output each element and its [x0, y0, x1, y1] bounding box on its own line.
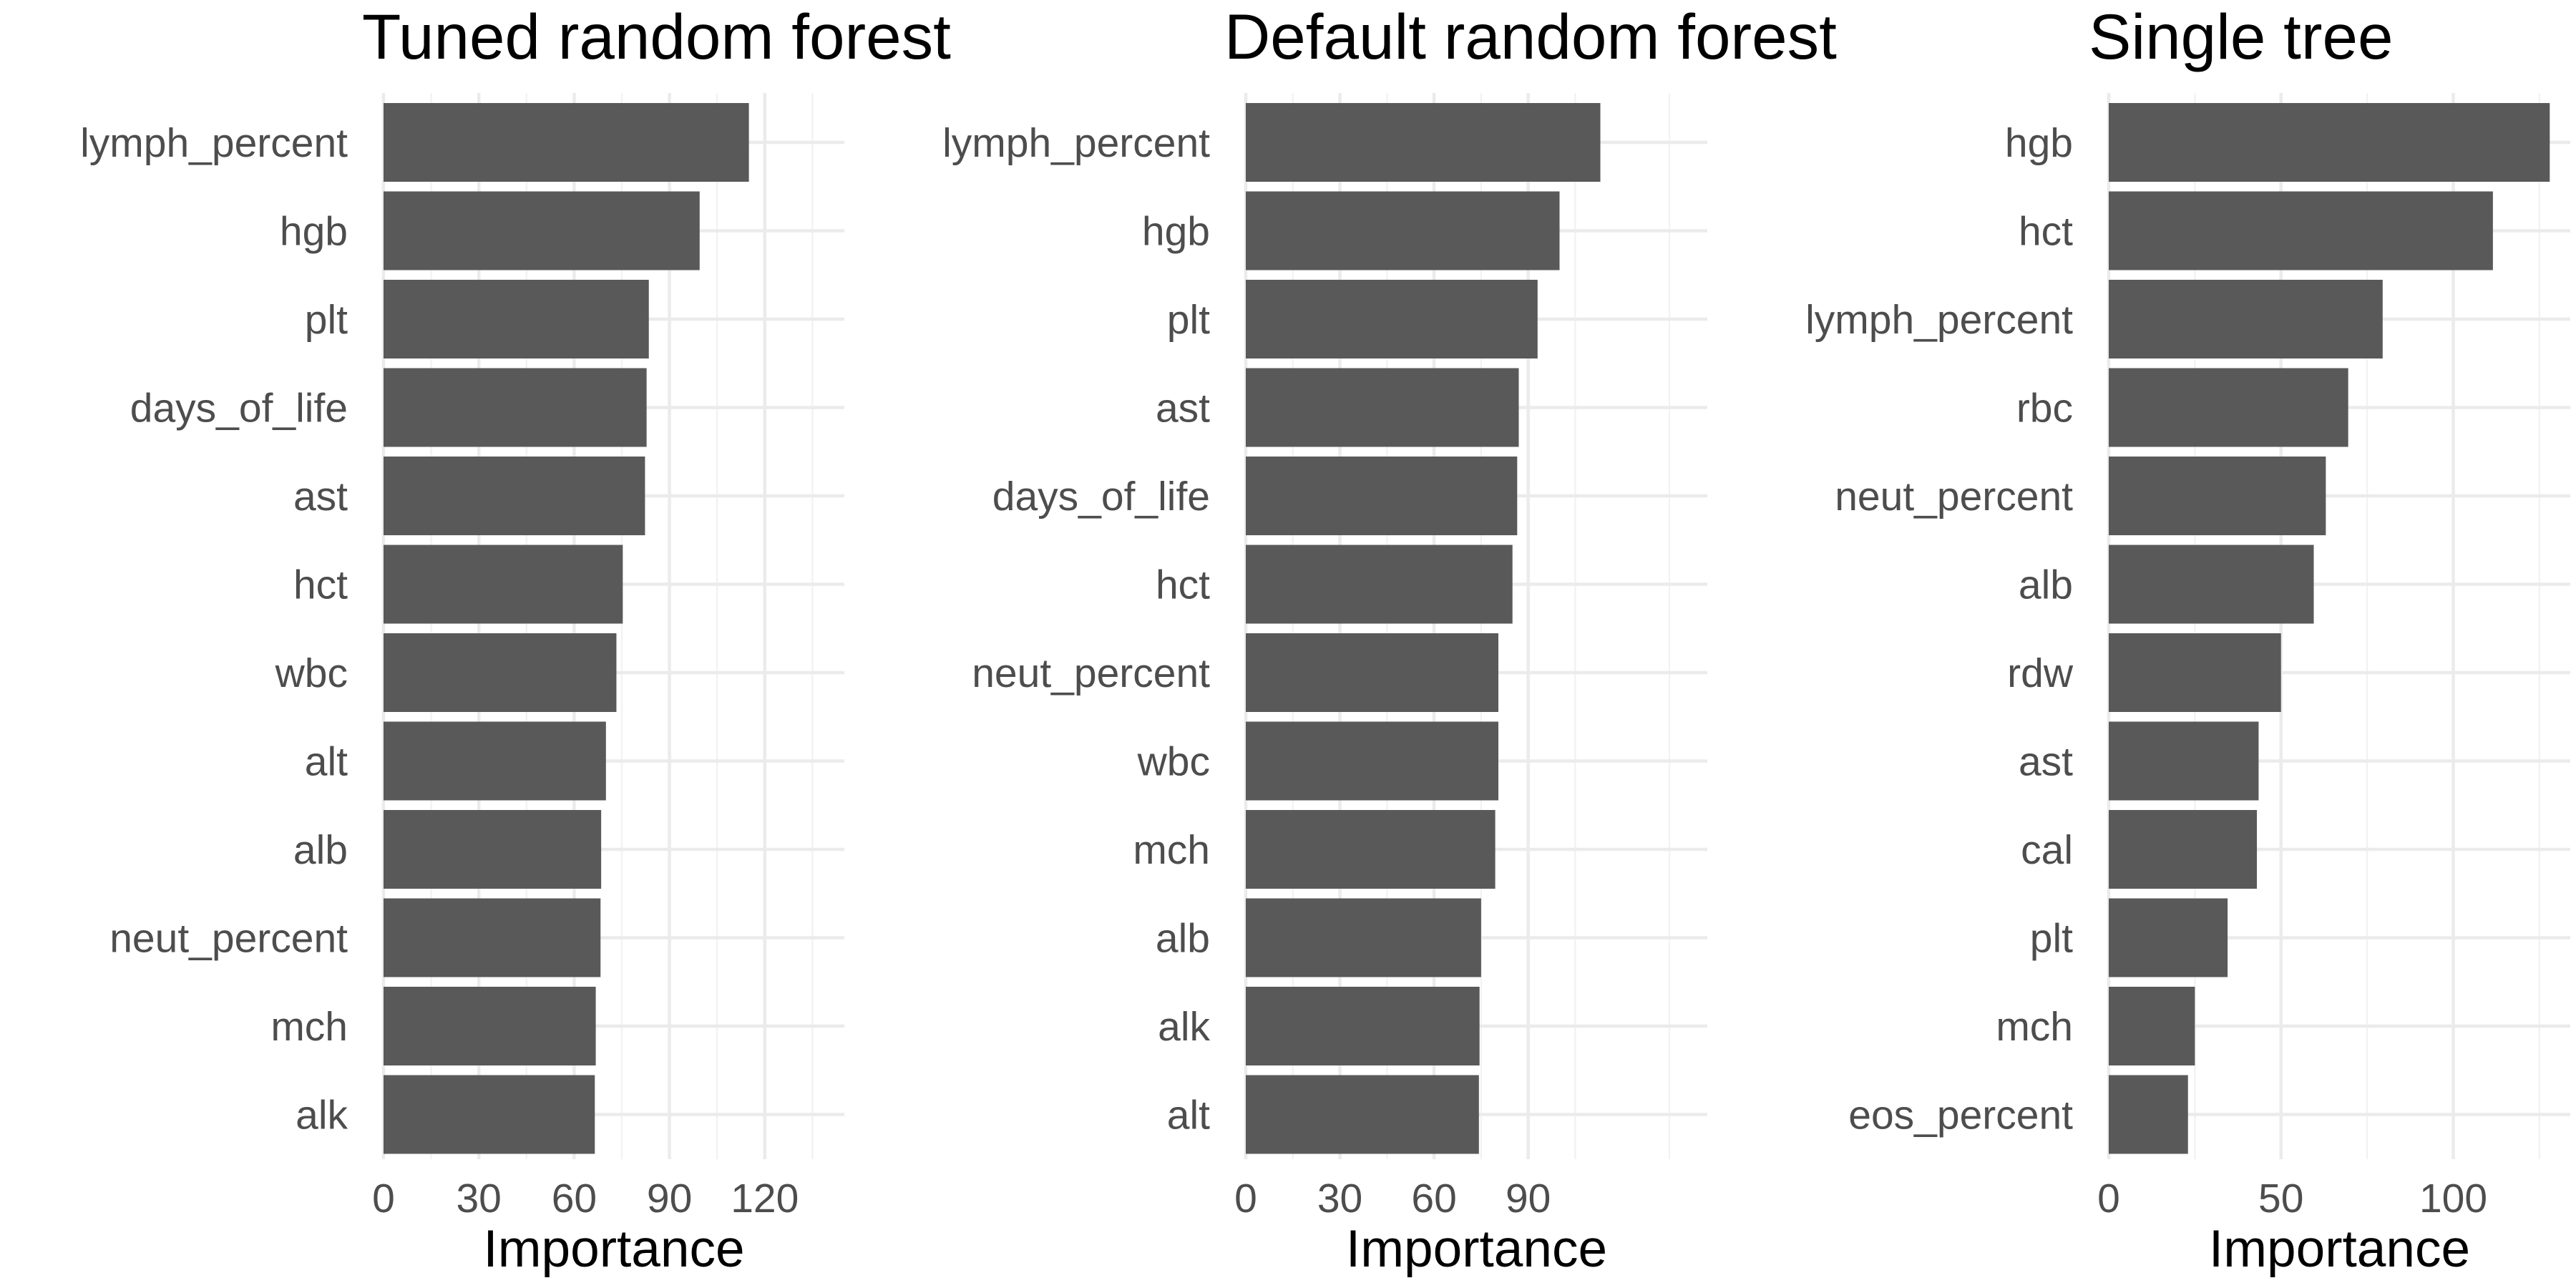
- bar-alb: [2109, 545, 2314, 624]
- bar-hct: [2109, 191, 2493, 270]
- x-tick-label: 30: [456, 1176, 501, 1221]
- x-tick-label: 90: [1506, 1176, 1551, 1221]
- bar-rbc: [2109, 368, 2348, 447]
- category-label: hgb: [2005, 120, 2073, 166]
- category-label: wbc: [275, 650, 348, 696]
- bar-neut-percent: [1246, 633, 1498, 712]
- bar-lymph-percent: [1246, 103, 1601, 182]
- category-label: hct: [2019, 209, 2073, 255]
- category-label: eos_percent: [1848, 1093, 2073, 1138]
- x-tick-label: 30: [1317, 1176, 1362, 1221]
- category-label: days_of_life: [130, 386, 348, 431]
- bar-alb: [1246, 898, 1481, 977]
- category-label: ast: [1156, 386, 1210, 431]
- category-label: neut_percent: [1835, 474, 2073, 519]
- x-tick-label: 0: [372, 1176, 395, 1221]
- x-tick-label: 60: [552, 1176, 597, 1221]
- bar-ast: [1246, 368, 1519, 447]
- category-label: mch: [1996, 1004, 2073, 1050]
- x-tick-label: 0: [2097, 1176, 2120, 1221]
- bar-mch: [2109, 987, 2195, 1065]
- x-tick-label: 0: [1234, 1176, 1257, 1221]
- panel-title: Tuned random forest: [362, 1, 951, 72]
- category-label: neut_percent: [972, 650, 1210, 696]
- x-tick-label: 50: [2258, 1176, 2303, 1221]
- bar-wbc: [384, 633, 617, 712]
- panel-title: Default random forest: [1224, 1, 1837, 72]
- category-label: days_of_life: [992, 474, 1210, 519]
- bar-hct: [384, 545, 623, 624]
- category-label: alb: [293, 827, 348, 873]
- x-axis-title: Importance: [483, 1220, 744, 1278]
- x-tick-label: 120: [731, 1176, 799, 1221]
- x-axis-title: Importance: [1346, 1220, 1607, 1278]
- bar-hgb: [1246, 191, 1560, 270]
- bar-mch: [384, 987, 596, 1065]
- category-label: hgb: [280, 209, 348, 255]
- panel-title: Single tree: [2089, 1, 2394, 72]
- category-label: lymph_percent: [80, 120, 348, 166]
- bar-ast: [2109, 721, 2259, 801]
- category-label: wbc: [1137, 739, 1210, 785]
- category-label: alk: [1158, 1004, 1210, 1050]
- category-label: hct: [1156, 562, 1210, 608]
- category-label: cal: [2021, 827, 2073, 873]
- category-label: alk: [296, 1093, 348, 1138]
- category-label: neut_percent: [109, 916, 348, 962]
- bar-eos-percent: [2109, 1075, 2188, 1154]
- category-label: alt: [1167, 1093, 1210, 1138]
- x-tick-label: 100: [2419, 1176, 2487, 1221]
- category-label: ast: [2019, 739, 2073, 785]
- x-tick-label: 60: [1411, 1176, 1456, 1221]
- bar-hgb: [384, 191, 700, 270]
- bar-alk: [1246, 987, 1480, 1065]
- category-label: alb: [1156, 916, 1210, 962]
- x-axis-title: Importance: [2209, 1220, 2470, 1278]
- category-label: mch: [1133, 827, 1210, 873]
- bar-days-of-life: [1246, 457, 1518, 535]
- category-label: hgb: [1142, 209, 1210, 255]
- bar-plt: [2109, 898, 2228, 977]
- bar-mch: [1246, 810, 1496, 889]
- category-label: lymph_percent: [1805, 297, 2073, 343]
- bar-lymph-percent: [384, 103, 749, 182]
- category-label: alb: [2019, 562, 2073, 608]
- category-label: lymph_percent: [942, 120, 1210, 166]
- category-label: alt: [305, 739, 348, 785]
- bar-days-of-life: [384, 368, 647, 447]
- category-label: hct: [293, 562, 348, 608]
- bar-alt: [384, 721, 606, 801]
- category-label: ast: [293, 474, 348, 519]
- category-label: plt: [305, 297, 348, 343]
- bar-ast: [384, 457, 645, 535]
- bar-plt: [384, 280, 649, 358]
- bar-neut-percent: [384, 898, 601, 977]
- bar-rdw: [2109, 633, 2281, 712]
- category-label: rbc: [2016, 386, 2073, 431]
- bar-plt: [1246, 280, 1538, 358]
- bar-alt: [1246, 1075, 1479, 1154]
- bar-neut-percent: [2109, 457, 2326, 535]
- bar-hgb: [2109, 103, 2550, 182]
- bar-alk: [384, 1075, 595, 1154]
- bar-alb: [384, 810, 602, 889]
- category-label: plt: [2030, 916, 2073, 962]
- category-label: mch: [270, 1004, 348, 1050]
- category-label: rdw: [2007, 650, 2074, 696]
- category-label: plt: [1167, 297, 1210, 343]
- bar-lymph-percent: [2109, 280, 2383, 358]
- bar-cal: [2109, 810, 2258, 889]
- bar-hct: [1246, 545, 1513, 624]
- bar-wbc: [1246, 721, 1498, 801]
- x-tick-label: 90: [647, 1176, 692, 1221]
